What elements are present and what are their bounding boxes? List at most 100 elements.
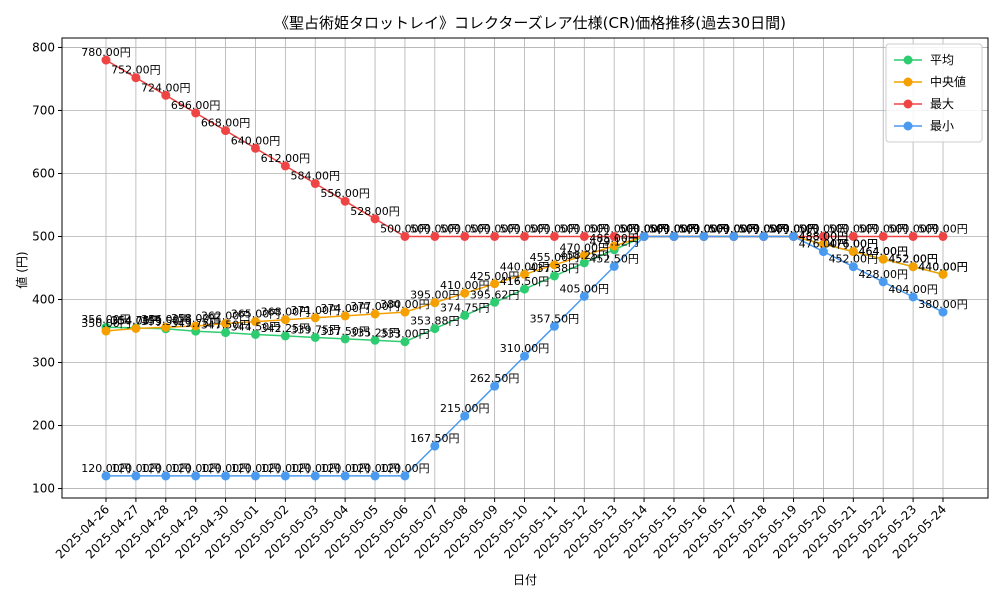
data-label: 344.50円	[231, 320, 281, 333]
data-point	[789, 231, 799, 241]
data-label: 500.00円	[709, 222, 759, 235]
data-label: 356.00円	[81, 313, 131, 326]
data-point	[549, 271, 559, 281]
data-label: 500.00円	[619, 222, 669, 235]
data-label: 342.25円	[261, 322, 311, 335]
data-point	[370, 214, 380, 224]
data-label: 464.00円	[858, 245, 908, 258]
data-label: 500.00円	[470, 222, 520, 235]
data-point	[400, 307, 410, 317]
y-tick-label: 700	[32, 103, 55, 117]
data-label: 349.75円	[171, 317, 221, 330]
data-point	[848, 247, 858, 257]
y-tick-label: 500	[32, 229, 55, 243]
data-point	[340, 334, 350, 344]
data-label: 500.00円	[679, 222, 729, 235]
data-label: 425.00円	[470, 270, 520, 283]
data-point	[430, 324, 440, 334]
legend-marker	[903, 121, 913, 131]
data-label: 120.00円	[111, 462, 161, 475]
legend-marker	[903, 55, 913, 65]
data-point	[161, 322, 171, 332]
data-point	[549, 231, 559, 241]
legend-entry: 最大	[930, 97, 954, 111]
data-point	[938, 231, 948, 241]
data-point	[430, 441, 440, 451]
data-label: 167.50円	[410, 432, 460, 445]
data-label: 500.00円	[739, 222, 789, 235]
data-point	[520, 269, 529, 279]
y-tick-label: 100	[32, 482, 55, 496]
data-label: 440.00円	[918, 260, 968, 273]
data-label: 528.00円	[350, 205, 400, 218]
data-label: 437.38円	[530, 262, 580, 275]
data-label: 455.00円	[530, 251, 580, 264]
data-label: 368.00円	[261, 306, 311, 319]
series-layer	[101, 55, 948, 481]
data-label: 500.00円	[619, 222, 669, 235]
data-label: 500.00円	[709, 222, 759, 235]
data-point	[340, 196, 350, 206]
data-point	[520, 351, 529, 361]
data-label: 365.00円	[231, 308, 281, 321]
data-label: 120.00円	[380, 462, 430, 475]
data-label: 500.00円	[380, 222, 430, 235]
y-tick-label: 200	[32, 419, 55, 433]
data-label: 120.00円	[261, 462, 311, 475]
data-point	[221, 328, 231, 338]
data-label: 500.00円	[739, 222, 789, 235]
x-axis-title: 日付	[513, 573, 537, 587]
data-label: 120.00円	[81, 462, 131, 475]
data-label: 395.00円	[410, 289, 460, 302]
data-point	[400, 471, 410, 481]
data-point	[609, 261, 619, 271]
y-tick-label: 400	[32, 293, 55, 307]
data-point	[400, 337, 410, 347]
data-label: 500.00円	[739, 222, 789, 235]
data-label: 120.00円	[320, 462, 370, 475]
data-label: 405.00円	[560, 282, 610, 295]
data-label: 377.00円	[350, 300, 400, 313]
data-label: 262.50円	[470, 372, 520, 385]
data-label: 640.00円	[231, 134, 281, 147]
data-point	[759, 231, 769, 241]
data-point	[370, 309, 380, 319]
data-point	[250, 329, 260, 339]
data-label: 500.00円	[739, 222, 789, 235]
data-label: 350.00円	[81, 317, 131, 330]
data-label: 120.00円	[231, 462, 281, 475]
data-label: 488.00円	[799, 230, 849, 243]
data-label: 500.00円	[619, 222, 669, 235]
data-label: 380.00円	[380, 298, 430, 311]
data-label: 500.00円	[769, 222, 819, 235]
data-label: 584.00円	[291, 170, 341, 183]
data-label: 724.00円	[141, 81, 191, 94]
data-point	[131, 323, 141, 333]
data-point	[280, 161, 290, 171]
data-point	[221, 318, 231, 328]
data-label: 500.00円	[530, 222, 580, 235]
data-label: 500.00円	[858, 222, 908, 235]
data-point	[579, 258, 589, 268]
data-label: 120.00円	[171, 462, 221, 475]
data-point	[460, 411, 470, 421]
data-label: 120.00円	[350, 462, 400, 475]
data-point	[310, 471, 320, 481]
data-point	[818, 231, 828, 241]
data-point	[490, 231, 500, 241]
data-point	[280, 315, 290, 325]
data-label: 476.00円	[799, 238, 849, 251]
chart-title: 《聖占術姫タロットレイ》コレクターズレア仕様(CR)価格推移(過去30日間)	[274, 14, 786, 32]
legend-entry: 最小	[930, 119, 954, 133]
data-point	[878, 231, 888, 241]
grid-layer	[62, 38, 988, 498]
legend-entry: 中央値	[930, 74, 966, 89]
data-point	[938, 307, 948, 317]
data-point	[908, 292, 918, 302]
data-point	[490, 381, 500, 391]
data-label: 500.00円	[410, 222, 460, 235]
data-label: 353.88円	[410, 315, 460, 328]
